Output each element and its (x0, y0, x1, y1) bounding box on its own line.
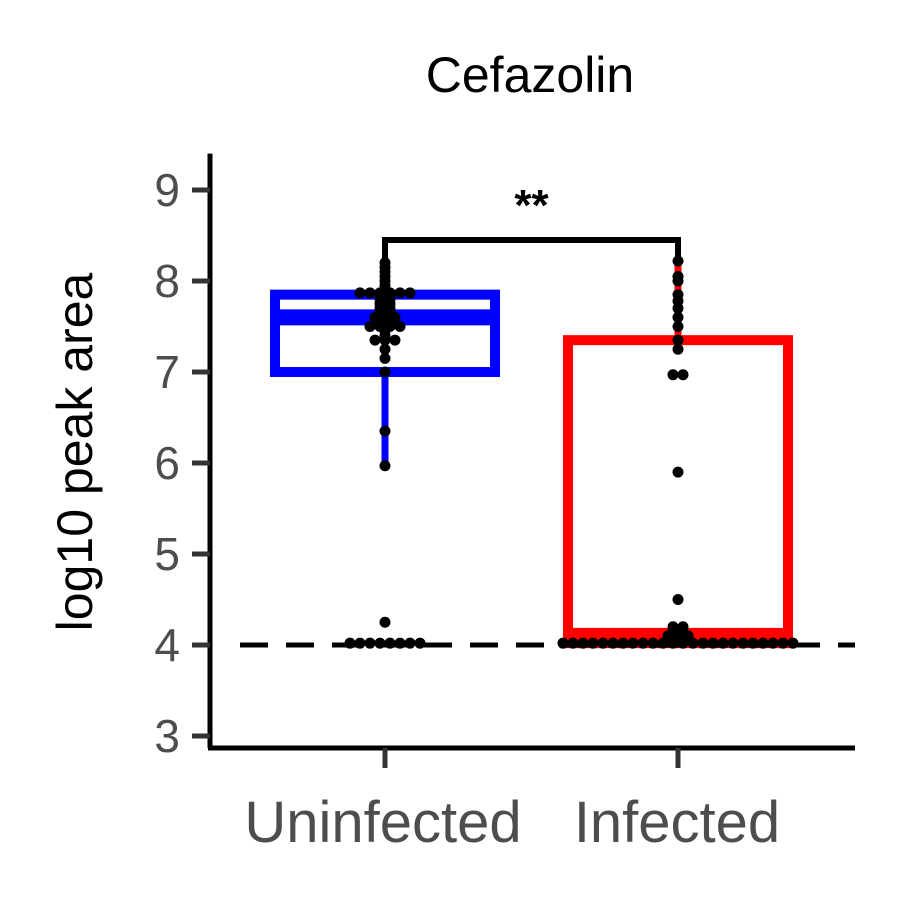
data-point (677, 621, 689, 633)
data-point (737, 637, 749, 649)
data-point (567, 637, 579, 649)
data-point (672, 594, 684, 605)
data-point (414, 637, 426, 649)
data-point (777, 637, 789, 649)
significance-bracket (382, 237, 681, 261)
y-tick-label: 5 (154, 528, 180, 580)
data-point (617, 637, 629, 649)
y-tick-label: 7 (154, 346, 180, 398)
data-point (354, 637, 366, 649)
data-point (637, 637, 649, 649)
data-point (667, 621, 679, 633)
y-tick-label: 3 (154, 710, 180, 762)
data-point (672, 289, 684, 301)
data-point (597, 637, 609, 649)
y-axis-label: log10 peak area (47, 273, 103, 632)
data-point (667, 369, 679, 381)
data-point (379, 366, 391, 378)
y-tick-label: 8 (154, 255, 180, 307)
data-point (672, 343, 684, 355)
data-point (374, 637, 386, 649)
data-point (607, 637, 619, 649)
data-point (672, 270, 684, 282)
chart-title: Cefazolin (426, 47, 634, 103)
data-point (394, 287, 406, 299)
data-point (379, 460, 391, 472)
data-point (672, 466, 684, 478)
data-point (369, 334, 381, 346)
data-point (404, 637, 416, 649)
y-tick-label: 4 (154, 619, 180, 671)
data-point (379, 343, 391, 355)
significance-label: ** (514, 181, 549, 230)
data-point (627, 637, 639, 649)
data-point (717, 637, 729, 649)
y-tick-label: 9 (154, 164, 180, 216)
data-point (707, 637, 719, 649)
data-point (672, 311, 684, 323)
x-tick-label: Uninfected (244, 790, 521, 855)
data-point (379, 425, 391, 437)
data-point (672, 334, 684, 346)
y-tick-label: 6 (154, 437, 180, 489)
data-point (577, 637, 589, 649)
data-point (389, 334, 401, 346)
data-point (727, 637, 739, 649)
data-point (672, 321, 684, 332)
plot-area: 3 4 5 6 7 8 9 Uninfected Infected ** (154, 153, 855, 855)
data-point (677, 369, 689, 381)
data-point (697, 637, 709, 649)
data-point (647, 637, 659, 649)
data-point (344, 637, 356, 649)
data-point (379, 352, 391, 364)
data-point (757, 637, 769, 649)
data-point (587, 637, 599, 649)
data-point (787, 637, 799, 649)
data-point (767, 637, 779, 649)
data-point (557, 637, 569, 649)
data-point (354, 287, 366, 299)
data-point (364, 321, 376, 332)
data-point (394, 321, 406, 332)
data-point (384, 637, 396, 649)
data-point (394, 637, 406, 649)
data-point (379, 616, 391, 628)
data-point (364, 637, 376, 649)
x-tick-label: Infected (574, 790, 780, 855)
data-point (404, 287, 416, 299)
data-point (747, 637, 759, 649)
data-point (364, 287, 376, 299)
